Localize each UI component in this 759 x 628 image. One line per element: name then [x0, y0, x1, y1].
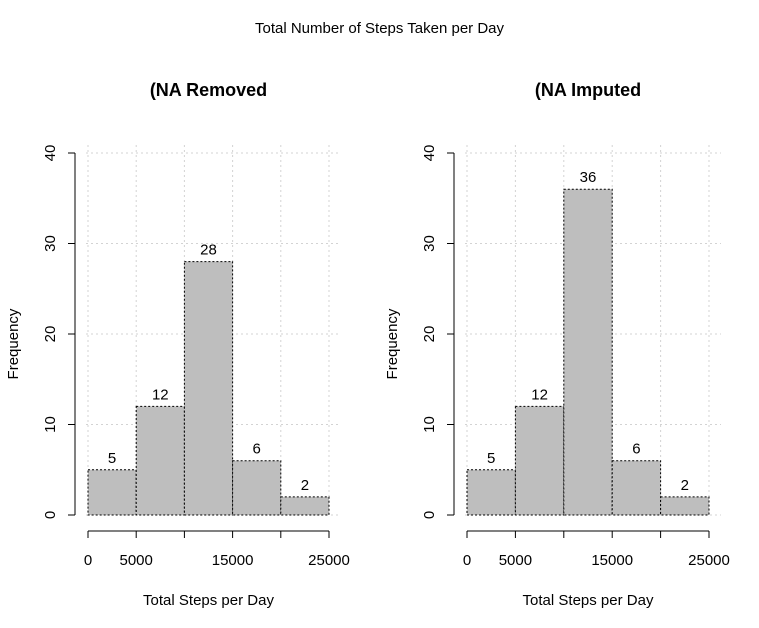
bar-value-label: 12 — [531, 386, 548, 403]
histogram-bar — [87, 469, 137, 516]
y-axis: 0 10 20 30 40 Frequency — [384, 145, 455, 519]
x-axis-label: Total Steps per Day — [523, 592, 654, 609]
y-tick-label: 30 — [42, 235, 59, 252]
y-tick-label: 10 — [421, 416, 438, 433]
y-tick-label: 0 — [42, 511, 59, 519]
bar-value-label: 28 — [200, 242, 217, 259]
y-axis-label: Frequency — [384, 308, 401, 379]
histogram-bar — [466, 469, 516, 516]
histogram-bar — [232, 460, 282, 516]
histogram-bar — [183, 261, 234, 516]
y-tick-label: 20 — [421, 326, 438, 343]
x-tick-label: 0 — [84, 552, 92, 569]
x-axis: 0 5000 15000 25000 Total Steps per Day — [84, 530, 350, 609]
panel-title: (NA Imputed — [535, 80, 641, 100]
x-tick-label: 5000 — [120, 552, 153, 569]
x-tick-label: 25000 — [688, 552, 730, 569]
histogram-bar — [563, 188, 613, 516]
bar-value-label: 5 — [108, 450, 116, 467]
figure-title: Total Number of Steps Taken per Day — [254, 20, 505, 37]
panel-title: (NA Removed — [150, 80, 267, 100]
y-tick-label: 30 — [421, 235, 438, 252]
histogram-bar — [135, 405, 185, 516]
x-tick-label: 15000 — [591, 552, 633, 569]
bar-value-label: 6 — [632, 441, 640, 458]
y-axis: 0 10 20 30 40 Frequency — [5, 145, 76, 519]
bar-value-label: 6 — [253, 441, 261, 458]
bar-value-label: 2 — [301, 477, 309, 494]
x-tick-label: 5000 — [499, 552, 532, 569]
histogram-bar — [514, 405, 565, 516]
bar-value-label: 12 — [152, 386, 169, 403]
bar-value-label: 36 — [580, 169, 597, 186]
y-axis-label: Frequency — [5, 308, 22, 379]
bar-value-label: 2 — [681, 477, 689, 494]
y-tick-label: 10 — [42, 416, 59, 433]
histogram-bar — [280, 496, 330, 516]
y-tick-label: 20 — [42, 326, 59, 343]
histogram-bar — [611, 460, 662, 516]
x-axis: 0 5000 15000 25000 Total Steps per Day — [463, 530, 730, 609]
bar-value-label: 5 — [487, 450, 495, 467]
y-tick-label: 40 — [421, 145, 438, 162]
x-tick-label: 25000 — [308, 552, 350, 569]
y-tick-label: 0 — [421, 511, 438, 519]
y-tick-label: 40 — [42, 145, 59, 162]
x-tick-label: 15000 — [212, 552, 254, 569]
x-tick-label: 0 — [463, 552, 471, 569]
x-axis-label: Total Steps per Day — [143, 592, 274, 609]
histogram-bar — [660, 496, 710, 516]
